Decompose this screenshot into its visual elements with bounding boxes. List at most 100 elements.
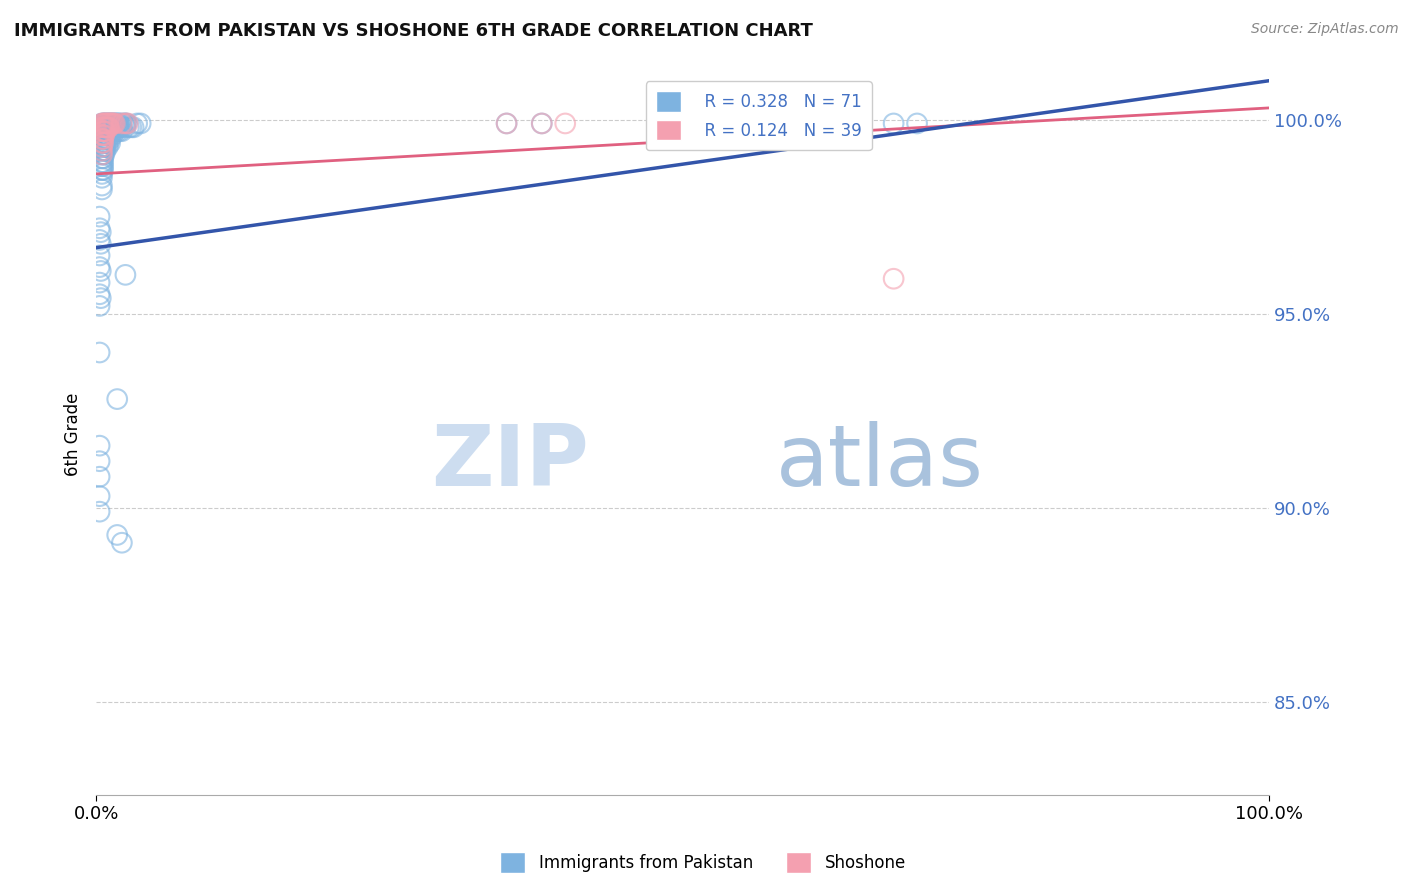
Point <box>89 469 111 483</box>
Point <box>96 120 118 135</box>
Point <box>101 116 124 130</box>
Point <box>91 182 114 196</box>
Point <box>93 132 115 146</box>
Point <box>94 132 117 146</box>
Point <box>97 116 120 130</box>
Point <box>91 120 114 135</box>
Point <box>97 124 120 138</box>
Legend: Immigrants from Pakistan, Shoshone: Immigrants from Pakistan, Shoshone <box>494 846 912 880</box>
Point <box>91 132 114 146</box>
Point <box>97 140 120 154</box>
Point <box>730 116 752 130</box>
Point <box>100 116 122 130</box>
Point <box>98 120 121 135</box>
Point <box>98 120 121 135</box>
Point <box>93 128 115 142</box>
Point <box>94 144 117 158</box>
Point <box>111 116 134 130</box>
Point <box>108 120 131 135</box>
Point <box>89 221 111 235</box>
Point <box>91 116 114 130</box>
Point <box>111 535 134 549</box>
Point <box>530 116 553 130</box>
Point <box>93 144 115 158</box>
Point <box>98 116 121 130</box>
Point <box>96 120 118 135</box>
Point <box>98 136 121 150</box>
Point <box>108 124 131 138</box>
Point <box>89 276 111 290</box>
Point <box>91 136 114 150</box>
Point <box>90 225 112 239</box>
Point <box>111 116 134 130</box>
Point <box>94 136 117 150</box>
Point <box>107 116 129 130</box>
Point <box>89 248 111 262</box>
Text: atlas: atlas <box>776 421 984 504</box>
Point <box>91 140 114 154</box>
Point <box>91 147 114 161</box>
Point <box>114 116 136 130</box>
Point <box>91 128 114 142</box>
Point <box>91 136 114 150</box>
Point <box>93 147 115 161</box>
Point <box>91 167 114 181</box>
Point <box>111 124 134 138</box>
Point <box>97 120 120 135</box>
Point <box>91 124 114 138</box>
Point <box>883 271 905 285</box>
Point <box>103 116 125 130</box>
Point <box>89 489 111 503</box>
Point <box>91 128 114 142</box>
Point <box>94 116 117 130</box>
Point <box>104 120 127 135</box>
Point <box>105 120 128 135</box>
Point <box>89 299 111 313</box>
Point <box>91 128 114 142</box>
Point <box>905 116 928 130</box>
Point <box>91 116 114 130</box>
Point <box>96 116 118 130</box>
Point <box>91 136 114 150</box>
Point <box>93 124 115 138</box>
Point <box>495 116 517 130</box>
Point <box>91 147 114 161</box>
Point <box>118 120 141 135</box>
Point <box>90 236 112 251</box>
Point <box>91 178 114 193</box>
Point <box>91 132 114 146</box>
Point <box>91 116 114 130</box>
Point <box>98 116 121 130</box>
Point <box>93 120 115 135</box>
Point <box>93 120 115 135</box>
Point <box>91 170 114 185</box>
Point <box>98 132 121 146</box>
Point <box>94 128 117 142</box>
Point <box>104 116 127 130</box>
Text: ZIP: ZIP <box>430 421 589 504</box>
Point <box>89 454 111 468</box>
Point <box>91 140 114 154</box>
Point <box>91 152 114 166</box>
Point <box>117 116 139 130</box>
Point <box>91 144 114 158</box>
Point <box>111 120 134 135</box>
Point <box>115 116 138 130</box>
Point <box>530 116 553 130</box>
Point <box>91 144 114 158</box>
Point <box>97 120 120 135</box>
Point <box>89 439 111 453</box>
Point <box>94 116 117 130</box>
Point <box>101 116 124 130</box>
Point <box>91 163 114 178</box>
Point <box>91 140 114 154</box>
Point <box>91 116 114 130</box>
Point <box>105 528 128 542</box>
Point <box>91 144 114 158</box>
Point <box>98 128 121 142</box>
Point <box>91 124 114 138</box>
Point <box>89 345 111 359</box>
Point <box>105 116 128 130</box>
Point <box>120 120 142 135</box>
Point <box>93 140 115 154</box>
